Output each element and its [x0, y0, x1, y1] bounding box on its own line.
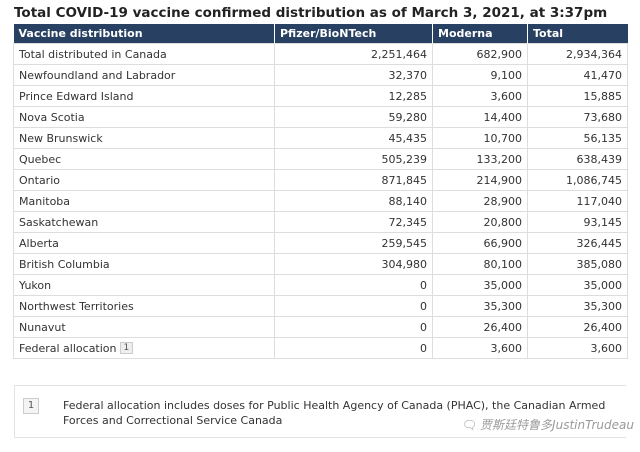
cell-pfizer: 45,435	[274, 127, 433, 149]
table-header-row: Vaccine distribution Pfizer/BioNTech Mod…	[13, 24, 628, 44]
cell-pfizer: 72,345	[274, 211, 433, 233]
table-row: Quebec 505,239 133,200 638,439	[13, 148, 628, 170]
cell-total: 26,400	[527, 316, 628, 338]
cell-pfizer: 88,140	[274, 190, 433, 212]
cell-pfizer: 32,370	[274, 64, 433, 86]
table-row: New Brunswick 45,435 10,700 56,135	[13, 127, 628, 149]
cell-pfizer: 505,239	[274, 148, 433, 170]
cell-total: 2,934,364	[527, 43, 628, 65]
cell-pfizer: 12,285	[274, 85, 433, 107]
cell-total: 35,300	[527, 295, 628, 317]
cell-region: Nova Scotia	[13, 106, 275, 128]
cell-total: 35,000	[527, 274, 628, 296]
header-pfizer: Pfizer/BioNTech	[274, 24, 433, 44]
cell-pfizer: 0	[274, 274, 433, 296]
cell-total: 385,080	[527, 253, 628, 275]
cell-moderna: 80,100	[432, 253, 528, 275]
cell-moderna: 682,900	[432, 43, 528, 65]
vaccine-distribution-table: Vaccine distribution Pfizer/BioNTech Mod…	[13, 24, 628, 359]
cell-region: Northwest Territories	[13, 295, 275, 317]
cell-total: 638,439	[527, 148, 628, 170]
header-total: Total	[527, 24, 628, 44]
cell-moderna: 10,700	[432, 127, 528, 149]
table-row: Nunavut 0 26,400 26,400	[13, 316, 628, 338]
cell-total: 3,600	[527, 337, 628, 359]
cell-total: 15,885	[527, 85, 628, 107]
cell-total: 117,040	[527, 190, 628, 212]
header-vaccine-distribution: Vaccine distribution	[13, 24, 275, 44]
cell-region: Newfoundland and Labrador	[13, 64, 275, 86]
cell-region: Ontario	[13, 169, 275, 191]
cell-moderna: 35,000	[432, 274, 528, 296]
cell-moderna: 28,900	[432, 190, 528, 212]
table-row: Total distributed in Canada 2,251,464 682,…	[13, 43, 628, 65]
cell-region: British Columbia	[13, 253, 275, 275]
table-row: Alberta 259,545 66,900 326,445	[13, 232, 628, 254]
cell-moderna: 14,400	[432, 106, 528, 128]
table-row: Yukon 0 35,000 35,000	[13, 274, 628, 296]
cell-region: New Brunswick	[13, 127, 275, 149]
table-row: Northwest Territories 0 35,300 35,300	[13, 295, 628, 317]
cell-total: 41,470	[527, 64, 628, 86]
cell-pfizer: 304,980	[274, 253, 433, 275]
cell-pfizer: 259,545	[274, 232, 433, 254]
cell-region: Alberta	[13, 232, 275, 254]
table-row: Newfoundland and Labrador 32,370 9,100 41,4…	[13, 64, 628, 86]
cell-region: Yukon	[13, 274, 275, 296]
header-moderna: Moderna	[432, 24, 528, 44]
cell-total: 326,445	[527, 232, 628, 254]
footnote-ref-link[interactable]: 1	[119, 341, 134, 354]
footnote-text: Federal allocation includes doses for Pu…	[63, 399, 606, 427]
cell-moderna: 3,600	[432, 337, 528, 359]
cell-region: Manitoba	[13, 190, 275, 212]
cell-moderna: 66,900	[432, 232, 528, 254]
watermark: 🗨 贾斯廷特鲁多JustinTrudeau	[462, 416, 634, 433]
table-row: Prince Edward Island 12,285 3,600 15,885	[13, 85, 628, 107]
cell-moderna: 3,600	[432, 85, 528, 107]
cell-region: Quebec	[13, 148, 275, 170]
cell-pfizer: 871,845	[274, 169, 433, 191]
cell-total: 1,086,745	[527, 169, 628, 191]
wechat-icon: 🗨	[461, 418, 478, 432]
table-row: Saskatchewan 72,345 20,800 93,145	[13, 211, 628, 233]
cell-total: 56,135	[527, 127, 628, 149]
cell-region: Saskatchewan	[13, 211, 275, 233]
table-row: British Columbia 304,980 80,100 385,080	[13, 253, 628, 275]
cell-region: Total distributed in Canada	[13, 43, 275, 65]
cell-region: Federal allocation 1	[13, 337, 275, 359]
cell-moderna: 133,200	[432, 148, 528, 170]
cell-total: 93,145	[527, 211, 628, 233]
footnote-number[interactable]: 1	[23, 398, 39, 414]
cell-moderna: 214,900	[432, 169, 528, 191]
cell-pfizer: 0	[274, 316, 433, 338]
cell-region: Prince Edward Island	[13, 85, 275, 107]
table-row: Ontario 871,845 214,900 1,086,745	[13, 169, 628, 191]
footnotes-section: 1 Federal allocation includes doses for …	[14, 385, 626, 438]
cell-pfizer: 59,280	[274, 106, 433, 128]
cell-region: Nunavut	[13, 316, 275, 338]
table-row: Manitoba 88,140 28,900 117,040	[13, 190, 628, 212]
cell-total: 73,680	[527, 106, 628, 128]
page-title: Total COVID-19 vaccine confirmed distrib…	[14, 5, 608, 21]
cell-moderna: 9,100	[432, 64, 528, 86]
table-body: Total distributed in Canada 2,251,464 682,…	[13, 43, 628, 359]
watermark-text: 贾斯廷特鲁多JustinTrudeau	[480, 418, 634, 432]
cell-pfizer: 0	[274, 337, 433, 359]
cell-moderna: 35,300	[432, 295, 528, 317]
table-row: Federal allocation 1 0 3,600 3,600	[13, 337, 628, 359]
cell-pfizer: 2,251,464	[274, 43, 433, 65]
cell-moderna: 26,400	[432, 316, 528, 338]
table-row: Nova Scotia 59,280 14,400 73,680	[13, 106, 628, 128]
cell-moderna: 20,800	[432, 211, 528, 233]
cell-pfizer: 0	[274, 295, 433, 317]
